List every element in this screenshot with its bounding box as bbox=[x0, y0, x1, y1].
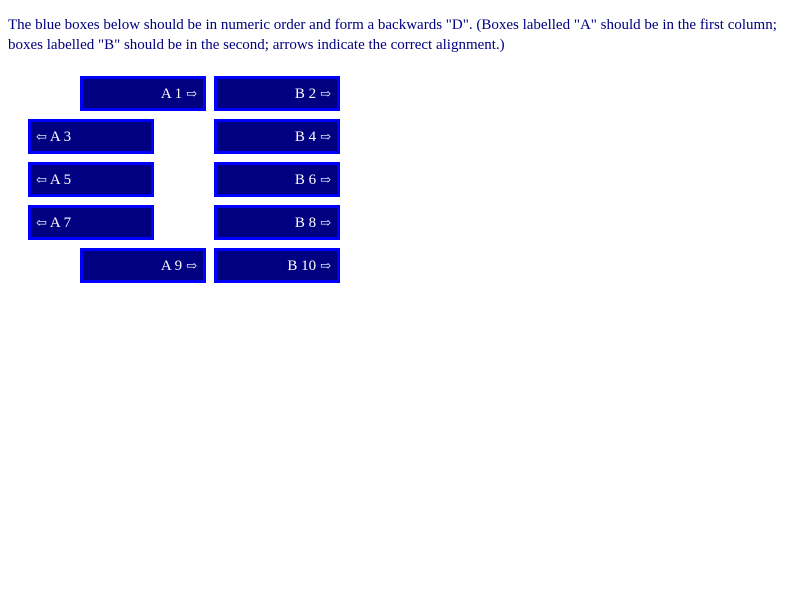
box-a9: A 9 ⇨ bbox=[80, 248, 206, 283]
box-label: B 2 bbox=[294, 86, 317, 102]
box-label: A 7 bbox=[49, 215, 72, 231]
instructions-text: The blue boxes below should be in numeri… bbox=[8, 17, 777, 53]
left-arrow-icon: ⇦ bbox=[36, 129, 47, 144]
box-label: B 6 bbox=[294, 172, 317, 188]
box-b10: B 10 ⇨ bbox=[214, 248, 340, 283]
right-arrow-icon: ⇨ bbox=[320, 129, 331, 144]
right-arrow-icon: ⇨ bbox=[320, 86, 331, 101]
box-a5: ⇦ A 5 bbox=[28, 162, 154, 197]
box-b6: B 6 ⇨ bbox=[214, 162, 340, 197]
right-arrow-icon: ⇨ bbox=[186, 258, 197, 273]
box-label: A 3 bbox=[49, 129, 72, 145]
box-label: B 8 bbox=[294, 215, 317, 231]
right-arrow-icon: ⇨ bbox=[320, 258, 331, 273]
box-label: B 10 bbox=[287, 258, 317, 274]
box-label: A 5 bbox=[49, 172, 72, 188]
box-a7: ⇦ A 7 bbox=[28, 205, 154, 240]
right-arrow-icon: ⇨ bbox=[320, 172, 331, 187]
box-b8: B 8 ⇨ bbox=[214, 205, 340, 240]
left-arrow-icon: ⇦ bbox=[36, 215, 47, 230]
box-label: A 9 bbox=[160, 258, 183, 274]
left-arrow-icon: ⇦ bbox=[36, 172, 47, 187]
box-label: B 4 bbox=[294, 129, 317, 145]
box-label: A 1 bbox=[160, 86, 183, 102]
box-a1: A 1 ⇨ bbox=[80, 76, 206, 111]
box-b2: B 2 ⇨ bbox=[214, 76, 340, 111]
right-arrow-icon: ⇨ bbox=[186, 86, 197, 101]
box-b4: B 4 ⇨ bbox=[214, 119, 340, 154]
right-arrow-icon: ⇨ bbox=[320, 215, 331, 230]
box-a3: ⇦ A 3 bbox=[28, 119, 154, 154]
